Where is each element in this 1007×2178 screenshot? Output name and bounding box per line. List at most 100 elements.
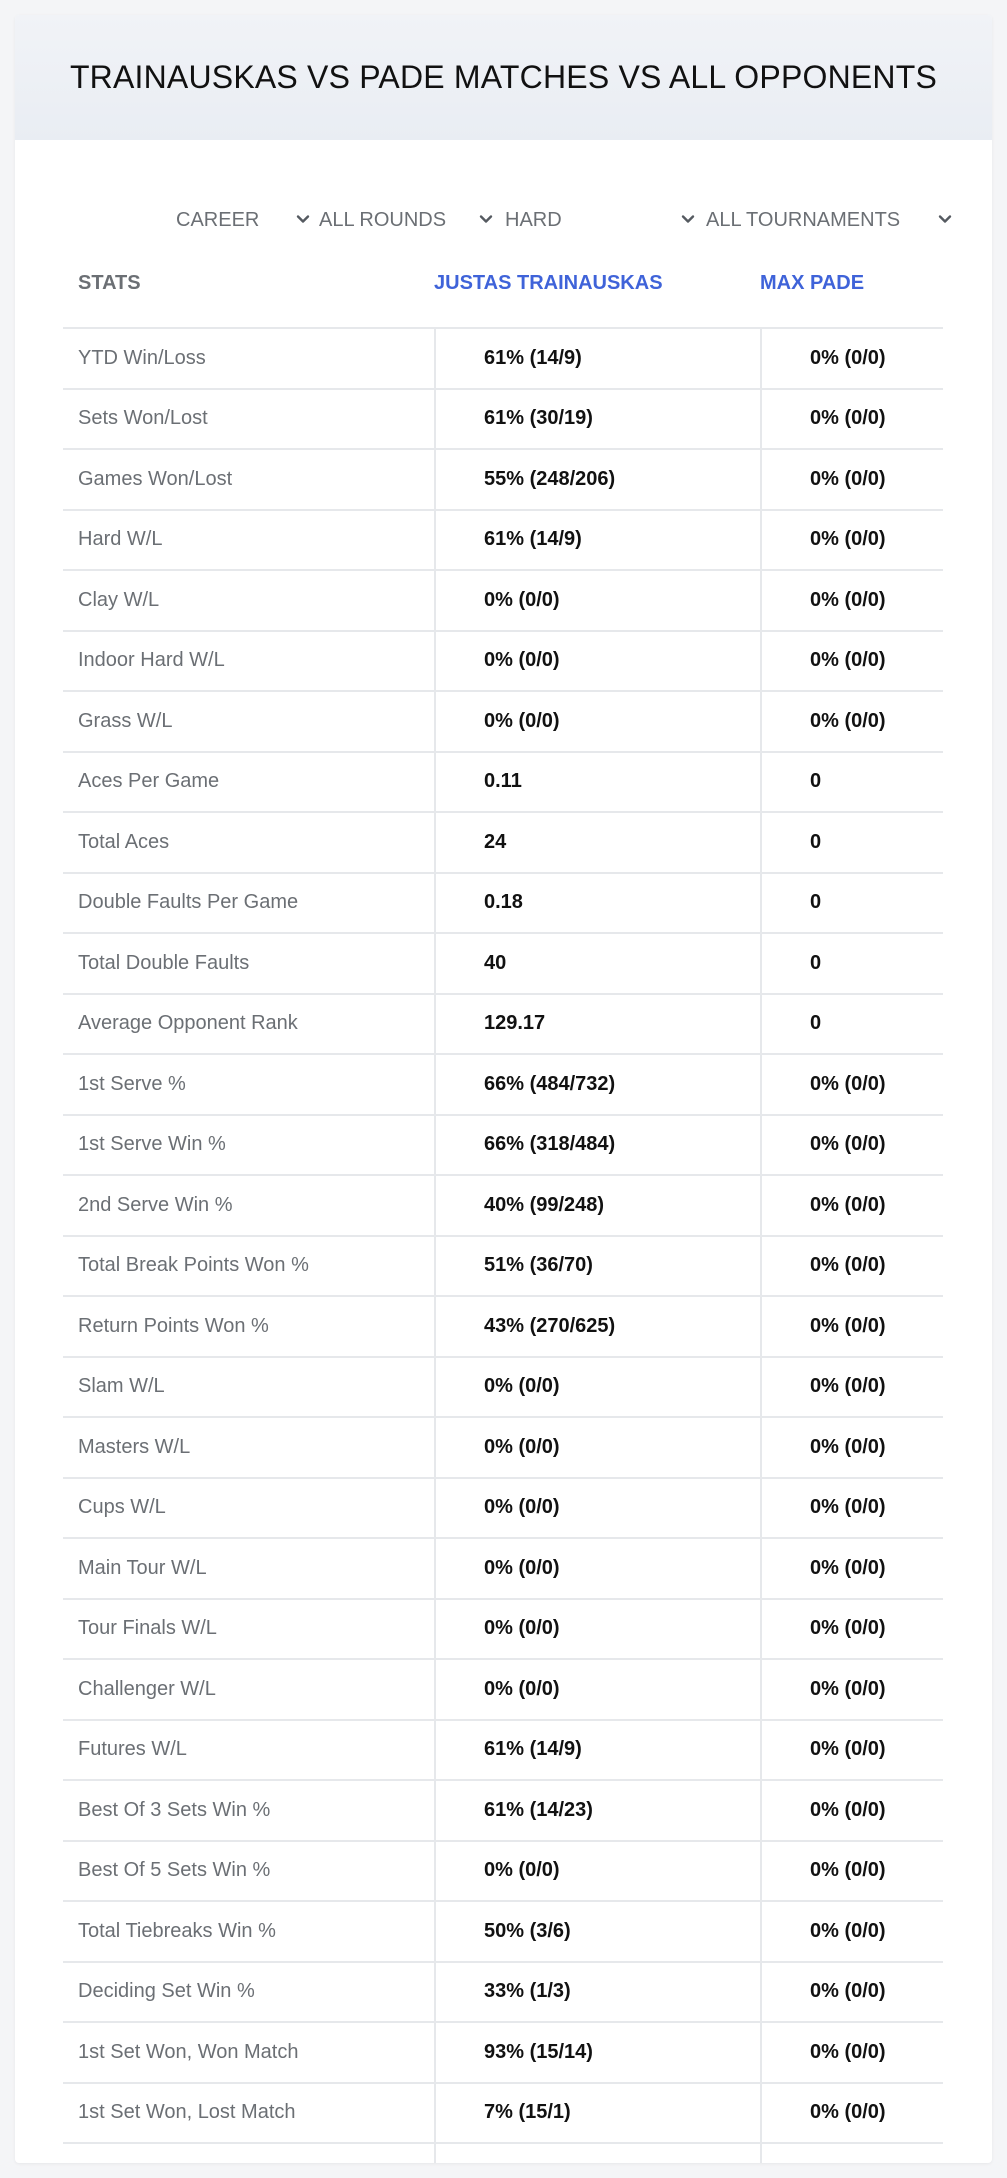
stat-label: Cups W/L	[78, 1496, 166, 1519]
table-row: Futures W/L 61% (14/9) 0% (0/0)	[63, 1720, 943, 1781]
stat-label: Main Tour W/L	[78, 1556, 207, 1579]
table-row: Hard W/L 61% (14/9) 0% (0/0)	[63, 510, 943, 571]
player2-value: 0% (0/0)	[760, 329, 960, 388]
player2-value: 0% (0/0)	[760, 1236, 960, 1295]
player1-value: 0% (0/0)	[434, 1599, 762, 1658]
table-row: Return Points Won % 43% (270/625) 0% (0/0)	[63, 1297, 943, 1358]
player1-value: 0.11	[434, 752, 762, 811]
table-row: Total Double Faults 40 0	[63, 934, 943, 995]
surface-select-value: HARD	[505, 208, 562, 231]
table-row: Best Of 5 Sets Win % 0% (0/0) 0% (0/0)	[63, 1841, 943, 1902]
stat-label: Challenger W/L	[78, 1677, 216, 1700]
player2-value: 0	[760, 752, 960, 811]
stat-label: 1st Set Won, Won Match	[78, 2040, 299, 2063]
player1-value: 66% (484/732)	[434, 1055, 762, 1114]
player1-value: 61% (14/23)	[434, 1781, 762, 1840]
tournaments-select[interactable]: ALL TOURNAMENTS	[706, 190, 956, 250]
player1-value: 40% (99/248)	[434, 1176, 762, 1235]
player2-value: 0% (0/0)	[760, 1962, 960, 2021]
chevron-down-icon	[938, 215, 952, 223]
surface-select[interactable]: HARD	[505, 190, 703, 250]
table-row: 1st Serve Win % 66% (318/484) 0% (0/0)	[63, 1115, 943, 1176]
stat-label: Sets Won/Lost	[78, 407, 208, 430]
table-row: Clay W/L 0% (0/0) 0% (0/0)	[63, 571, 943, 632]
player2-value: 0	[760, 934, 960, 993]
chevron-down-icon	[479, 215, 493, 223]
player1-value: 0% (0/0)	[434, 692, 762, 751]
player1-value: 43% (270/625)	[434, 1297, 762, 1356]
table-row: Aces Per Game 0.11 0	[63, 752, 943, 813]
player1-value: 51% (36/70)	[434, 1236, 762, 1295]
player2-value: 0% (0/0)	[760, 1176, 960, 1235]
player2-value: 0% (0/0)	[760, 1599, 960, 1658]
player2-value: 0% (0/0)	[760, 1539, 960, 1598]
table-row: Average Opponent Rank 129.17 0	[63, 994, 943, 1055]
player1-name-link[interactable]: JUSTAS TRAINAUSKAS	[434, 272, 663, 294]
table-row: Sets Won/Lost 61% (30/19) 0% (0/0)	[63, 389, 943, 450]
player2-value: 0% (0/0)	[760, 510, 960, 569]
table-row: 2nd Serve Win % 40% (99/248) 0% (0/0)	[63, 1176, 943, 1237]
table-row: Total Aces 24 0	[63, 813, 943, 874]
table-row: 1st Set Won, Lost Match 7% (15/1) 0% (0/0)	[63, 2083, 943, 2144]
period-select[interactable]: CAREER	[176, 190, 316, 250]
player1-value: 61% (14/9)	[434, 510, 762, 569]
stat-label: Tour Finals W/L	[78, 1617, 217, 1640]
player2-value: 0% (0/0)	[760, 692, 960, 751]
stat-label: Hard W/L	[78, 528, 163, 551]
chevron-down-icon	[296, 215, 310, 223]
stat-label: Futures W/L	[78, 1738, 187, 1761]
player1-value: 0.18	[434, 873, 762, 932]
table-body: YTD Win/Loss 61% (14/9) 0% (0/0) Sets Won/L…	[63, 329, 943, 2163]
stat-label: Double Faults Per Game	[78, 891, 299, 914]
stat-label: Deciding Set Win %	[78, 1980, 255, 2003]
table-row: Total Break Points Won % 51% (36/70) 0% (0…	[63, 1236, 943, 1297]
player1-value: 0% (0/0)	[434, 1478, 762, 1537]
player1-value: 55% (248/206)	[434, 450, 762, 509]
tournaments-select-value: ALL TOURNAMENTS	[706, 208, 901, 231]
player2-value: 0	[760, 873, 960, 932]
table-row: YTD Win/Loss 61% (14/9) 0% (0/0)	[63, 329, 943, 390]
player2-value: 0% (0/0)	[760, 1055, 960, 1114]
player1-value: 0% (0/0)	[434, 571, 762, 630]
chevron-down-icon	[681, 215, 695, 223]
stat-label: Total Tiebreaks Win %	[78, 1919, 276, 1942]
player1-value: 40	[434, 934, 762, 993]
stat-label: Aces Per Game	[78, 770, 220, 793]
table-row: 1st Serve % 66% (484/732) 0% (0/0)	[63, 1055, 943, 1116]
player1-value: 24	[434, 813, 762, 872]
card-header: TRAINAUSKAS VS PADE MATCHES VS ALL OPPON…	[15, 15, 992, 140]
page-title: TRAINAUSKAS VS PADE MATCHES VS ALL OPPON…	[69, 59, 938, 95]
player2-value: 0% (0/0)	[760, 1478, 960, 1537]
player1-value: 0% (0/0)	[434, 631, 762, 690]
player1-value: 7% (15/1)	[434, 2083, 762, 2142]
stats-table: STATS JUSTAS TRAINAUSKAS MAX PADE YTD Wi…	[63, 255, 943, 2163]
player2-value: 0% (0/0)	[760, 1902, 960, 1961]
player1-value: 33% (1/3)	[434, 1962, 762, 2021]
player1-value: 61% (14/9)	[434, 1720, 762, 1779]
table-row: Main Tour W/L 0% (0/0) 0% (0/0)	[63, 1539, 943, 1600]
player2-value: 0% (0/0)	[760, 1841, 960, 1900]
stat-label: 1st Set Won, Lost Match	[78, 2101, 296, 2124]
player1-value: 0% (0/0)	[434, 1841, 762, 1900]
player2-name-link[interactable]: MAX PADE	[760, 272, 865, 294]
player1-value: 50% (3/6)	[434, 1902, 762, 1961]
player1-value: 61% (14/9)	[434, 329, 762, 388]
player1-value: 0% (0/0)	[434, 1660, 762, 1719]
stats-column-header: STATS	[78, 272, 141, 294]
period-select-value: CAREER	[176, 208, 260, 231]
stat-label: Indoor Hard W/L	[78, 649, 225, 672]
table-row: 1st Set Won, Won Match 93% (15/14) 0% (0/0…	[63, 2023, 943, 2084]
player1-value: 0% (0/0)	[434, 1539, 762, 1598]
stats-card: TRAINAUSKAS VS PADE MATCHES VS ALL OPPON…	[15, 15, 992, 2163]
rounds-select-value: ALL ROUNDS	[319, 208, 447, 231]
player2-value: 0% (0/0)	[760, 2083, 960, 2142]
stat-label: Slam W/L	[78, 1375, 165, 1398]
table-row: Double Faults Per Game 0.18 0	[63, 873, 943, 934]
player2-value: 0	[760, 994, 960, 1053]
table-row: Masters W/L 0% (0/0) 0% (0/0)	[63, 1418, 943, 1479]
stat-label: YTD Win/Loss	[78, 346, 206, 369]
rounds-select[interactable]: ALL ROUNDS	[319, 190, 501, 250]
filter-bar: CAREER ALL ROUNDS HARD ALL TOURNAMENTS	[15, 190, 992, 250]
stat-label: Grass W/L	[78, 709, 173, 732]
table-row: Indoor Hard W/L 0% (0/0) 0% (0/0)	[63, 631, 943, 692]
